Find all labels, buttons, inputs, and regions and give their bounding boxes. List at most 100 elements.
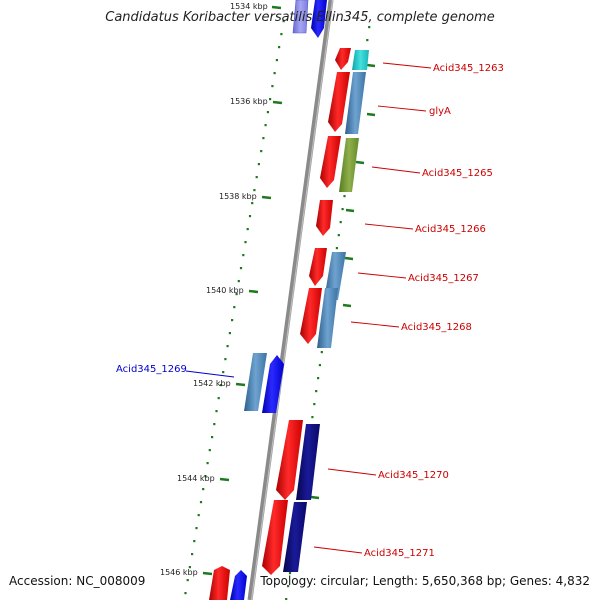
gene-label[interactable]: Acid345_1263 [433,63,504,74]
tick-dot [255,176,258,179]
genome-backbone-highlight [250,0,334,600]
tick-dot [335,247,338,250]
tick-dot [213,423,216,426]
genome-stats-text: Topology: circular; Length: 5,650,368 bp… [260,574,590,588]
scale-tick [272,100,283,105]
tick-dot [320,351,323,354]
tick-dot [237,280,240,283]
tick-dot [188,566,191,569]
tick-dot [195,527,198,530]
tick-dot [246,228,249,231]
tick-dot [269,98,272,101]
tick-dot [244,241,247,244]
scale-tick [235,382,246,387]
gene-arrow[interactable] [311,0,327,38]
tick-dot [264,124,267,127]
scale-label: 1544 kbp [177,474,215,483]
gene-arrow[interactable] [276,420,303,500]
tick-dot [231,319,234,322]
tick-dot [271,85,274,88]
tick-dot [248,215,252,218]
gene-arrow[interactable] [317,288,338,348]
tick-dot [339,221,342,224]
gene-arrow[interactable] [320,136,341,188]
scale-label: 1542 kbp [193,379,231,388]
tick-dot [233,306,236,309]
tick-dot [228,332,231,335]
scale-label: 1546 kbp [160,568,198,577]
gene-arrow[interactable] [300,288,322,344]
gene-arrow[interactable] [296,424,320,500]
tick-dot [288,572,292,575]
tick-dot [260,150,263,153]
scale-tick [248,289,259,294]
label-leaders [185,62,432,554]
tick-dot [197,514,200,517]
tick-dot [266,111,269,114]
tick-dot [278,46,281,49]
gene-label[interactable]: Acid345_1271 [364,548,435,559]
scale-tick [219,477,230,482]
gene-features [209,0,369,600]
gene-arrow[interactable] [262,355,284,413]
gene-label[interactable]: Acid345_1266 [415,224,486,235]
tick-dot [199,501,203,504]
outer-tick-marks [310,63,376,500]
gene-label[interactable]: Acid345_1269 [116,364,187,375]
gene-arrow[interactable] [309,248,327,286]
gene-label[interactable]: Acid345_1270 [378,470,449,481]
genome-backbone [247,0,334,600]
gene-arrow[interactable] [339,138,359,192]
gene-arrow[interactable] [230,570,247,600]
tick-dot [285,598,288,600]
tick-dot [317,377,320,380]
gene-arrow[interactable] [244,353,267,411]
tick-dot [315,390,318,393]
gene-labels: Acid345_1263 glyA Acid345_1265 Acid345_1… [116,63,504,559]
accession-text: Accession: NC_008009 [9,574,146,588]
tick-dot [273,72,276,75]
map-title: Candidatus Koribacter versatilis Ellin34… [105,10,495,25]
tick-dot [337,234,340,237]
tick-dot [191,553,194,556]
gene-arrow[interactable] [292,0,309,34]
gene-arrow[interactable] [352,50,369,70]
tick-dot [215,410,218,413]
tick-dot [287,585,290,588]
scale-label: 1534 kbp [230,2,268,11]
tick-dot [224,358,227,361]
gene-label[interactable]: Acid345_1268 [401,322,472,333]
gene-label[interactable]: glyA [429,106,451,117]
gene-arrow[interactable] [283,502,307,572]
gene-label[interactable]: Acid345_1267 [408,273,479,284]
tick-dot [217,397,220,400]
tick-dot [235,293,238,296]
gene-arrow[interactable] [209,566,230,600]
tick-dot [257,163,260,166]
tick-dot [253,189,256,192]
gene-arrow[interactable] [335,48,351,70]
gene-arrow[interactable] [316,200,333,236]
gene-label[interactable]: Acid345_1265 [422,168,493,179]
tick-dot [262,137,265,140]
scale-tick [261,195,272,200]
tick-dot [208,449,211,452]
tick-dot [242,254,245,257]
tick-dot [341,208,344,211]
gene-arrow[interactable] [262,500,288,575]
tick-dot [313,403,316,406]
tick-dots-left [184,20,285,595]
scale-tick [202,571,213,576]
tick-dot [318,364,321,367]
gene-arrow[interactable] [345,72,366,134]
tick-dot [251,202,254,205]
scale-label: 1540 kbp [206,286,244,295]
tick-dot [193,540,196,543]
tick-dot [368,26,371,29]
gene-arrow[interactable] [328,72,350,132]
tick-dot [280,33,283,36]
tick-dot [366,39,369,42]
tick-dot [202,488,205,491]
